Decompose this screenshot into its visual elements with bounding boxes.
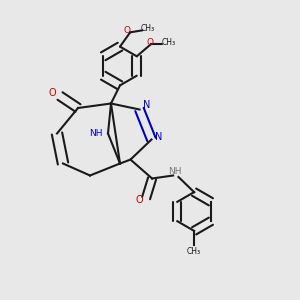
Text: NH: NH (168, 167, 181, 176)
Text: CH₃: CH₃ (187, 247, 201, 256)
Text: O: O (146, 38, 153, 47)
Text: CH₃: CH₃ (161, 38, 175, 47)
Text: CH₃: CH₃ (141, 24, 155, 33)
Text: O: O (49, 88, 56, 98)
Text: N: N (155, 131, 163, 142)
Text: N: N (143, 100, 151, 110)
Text: NH: NH (89, 129, 103, 138)
Text: O: O (136, 195, 143, 206)
Text: O: O (124, 26, 131, 35)
